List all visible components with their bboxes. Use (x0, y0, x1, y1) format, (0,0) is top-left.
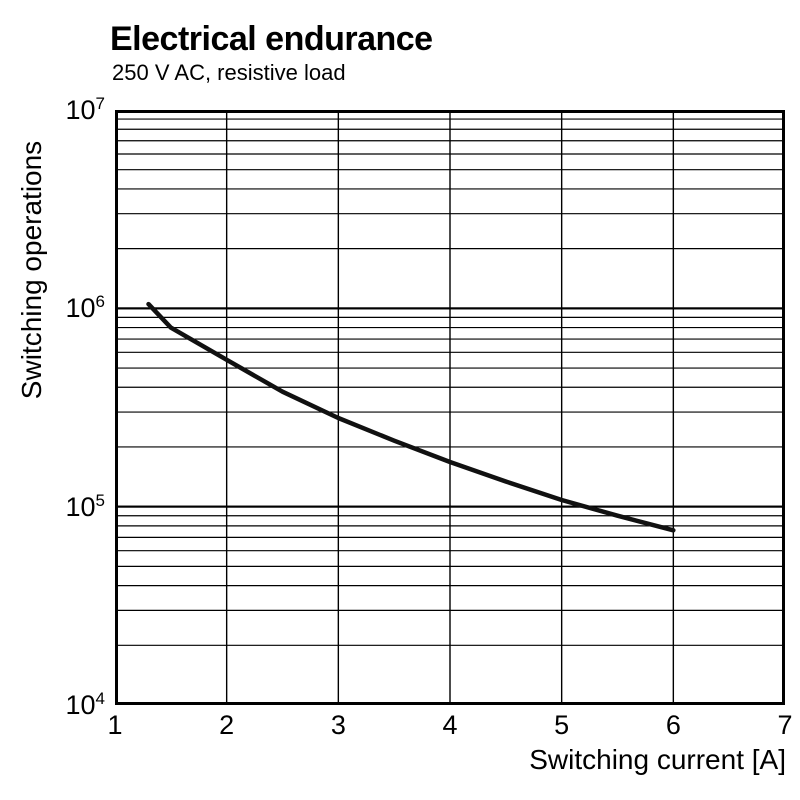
chart-title: Electrical endurance (110, 20, 433, 58)
y-tick-label: 104 (65, 689, 105, 720)
x-tick-label: 6 (665, 710, 681, 740)
x-tick-label: 4 (442, 710, 458, 740)
y-tick-label: 107 (65, 94, 105, 125)
chart-subtitle: 250 V AC, resistive load (112, 60, 346, 85)
plot-area (115, 110, 785, 705)
x-tick-label: 3 (330, 710, 346, 740)
x-tick-label: 2 (219, 710, 235, 740)
y-tick-label: 106 (65, 292, 105, 324)
endurance-curve (146, 301, 676, 533)
x-axis-label: Switching current [A] (529, 744, 786, 775)
y-axis-label: Switching operations (16, 140, 47, 400)
y-tick-label: 105 (65, 490, 105, 522)
x-tick-label: 7 (777, 710, 793, 740)
x-tick-label: 5 (554, 710, 570, 740)
plot-border (115, 110, 785, 705)
x-tick-label: 1 (107, 710, 123, 740)
